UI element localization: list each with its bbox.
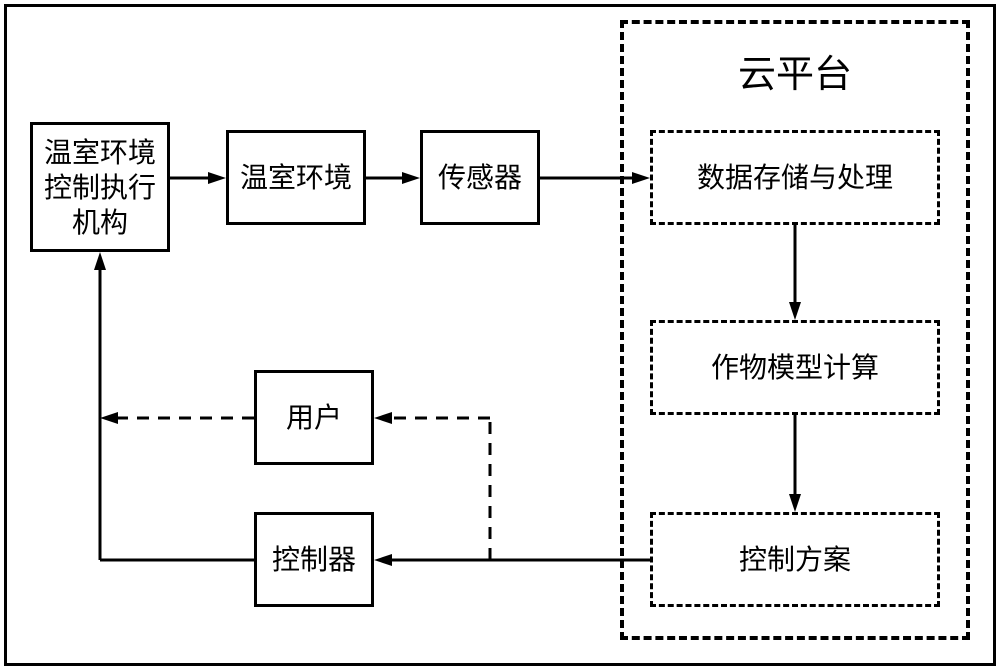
controller-label: 控制器 [272, 542, 356, 577]
crop-model-label: 作物模型计算 [711, 350, 879, 385]
actuator-box: 温室环境 控制执行 机构 [30, 122, 170, 252]
user-label: 用户 [286, 400, 342, 435]
cloud-platform-title: 云平台 [738, 52, 852, 100]
sensor-label: 传感器 [438, 160, 522, 195]
control-scheme-label: 控制方案 [739, 542, 851, 577]
greenhouse-env-label: 温室环境 [240, 160, 352, 195]
greenhouse-env-box: 温室环境 [226, 130, 366, 225]
crop-model-box: 作物模型计算 [650, 320, 940, 415]
user-box: 用户 [254, 370, 374, 465]
sensor-box: 传感器 [420, 130, 540, 225]
data-storage-label: 数据存储与处理 [697, 160, 893, 195]
actuator-label: 温室环境 控制执行 机构 [44, 135, 156, 240]
control-scheme-box: 控制方案 [650, 512, 940, 607]
data-storage-box: 数据存储与处理 [650, 130, 940, 225]
controller-box: 控制器 [254, 512, 374, 607]
